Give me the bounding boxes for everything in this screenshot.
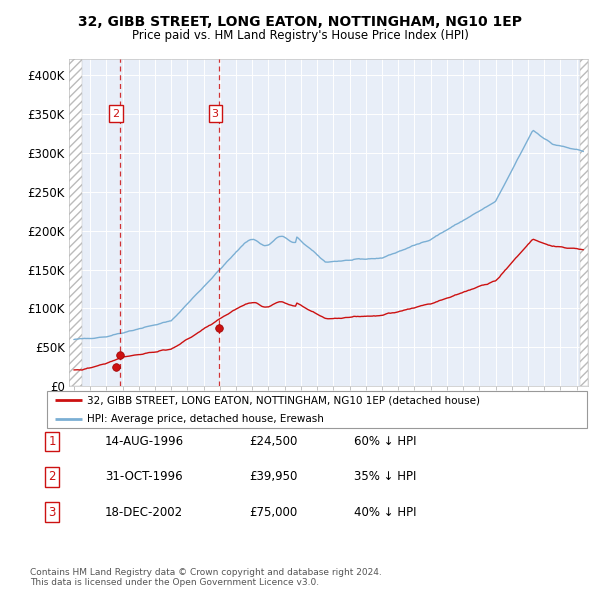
Text: Contains HM Land Registry data © Crown copyright and database right 2024.
This d: Contains HM Land Registry data © Crown c… — [30, 568, 382, 587]
Text: 2: 2 — [49, 470, 56, 483]
Text: 60% ↓ HPI: 60% ↓ HPI — [354, 435, 416, 448]
Text: 1: 1 — [49, 435, 56, 448]
Bar — [69, 59, 82, 386]
Text: Price paid vs. HM Land Registry's House Price Index (HPI): Price paid vs. HM Land Registry's House … — [131, 30, 469, 42]
Text: HPI: Average price, detached house, Erewash: HPI: Average price, detached house, Erew… — [88, 414, 324, 424]
Text: 3: 3 — [212, 109, 218, 119]
Text: 14-AUG-1996: 14-AUG-1996 — [105, 435, 184, 448]
Text: 40% ↓ HPI: 40% ↓ HPI — [354, 506, 416, 519]
FancyBboxPatch shape — [47, 391, 587, 428]
Text: £39,950: £39,950 — [249, 470, 298, 483]
Text: 2: 2 — [112, 109, 119, 119]
Text: £24,500: £24,500 — [249, 435, 298, 448]
Bar — [69, 59, 82, 386]
Text: 31-OCT-1996: 31-OCT-1996 — [105, 470, 182, 483]
Text: 3: 3 — [49, 506, 56, 519]
Text: 18-DEC-2002: 18-DEC-2002 — [105, 506, 183, 519]
Text: £75,000: £75,000 — [249, 506, 297, 519]
Text: 32, GIBB STREET, LONG EATON, NOTTINGHAM, NG10 1EP: 32, GIBB STREET, LONG EATON, NOTTINGHAM,… — [78, 15, 522, 29]
Text: 35% ↓ HPI: 35% ↓ HPI — [354, 470, 416, 483]
Bar — [580, 59, 588, 386]
Bar — [580, 59, 588, 386]
Text: 32, GIBB STREET, LONG EATON, NOTTINGHAM, NG10 1EP (detached house): 32, GIBB STREET, LONG EATON, NOTTINGHAM,… — [88, 395, 481, 405]
